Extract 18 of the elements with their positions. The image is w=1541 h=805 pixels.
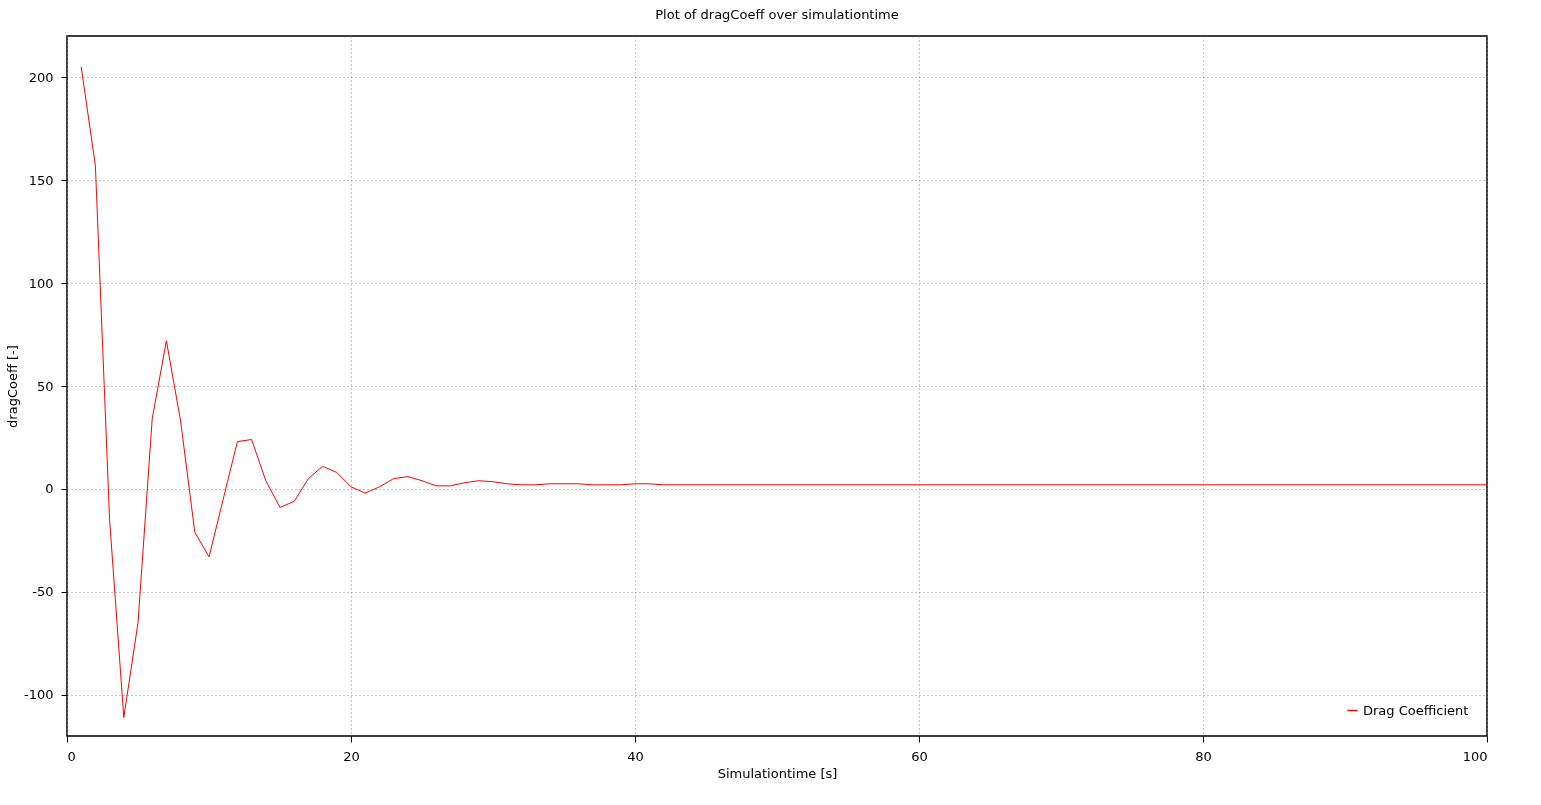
chart-title: Plot of dragCoeff over simulationtime — [655, 7, 899, 22]
y-tick-label: 150 — [28, 172, 54, 188]
legend-label: Drag Coefficient — [1363, 702, 1469, 718]
y-tick-label: 100 — [28, 275, 54, 291]
y-tick-label: -50 — [32, 584, 54, 600]
y-tick-label: 200 — [28, 69, 54, 85]
x-tick-label: 100 — [1462, 748, 1488, 764]
x-tick-label: 80 — [1195, 748, 1212, 764]
x-tick-label: 40 — [627, 748, 644, 764]
x-tick-label: 60 — [911, 748, 928, 764]
y-axis-title: dragCoeff [-] — [5, 345, 20, 428]
y-tick-label: 0 — [45, 481, 54, 497]
x-tick-label: 20 — [343, 748, 360, 764]
y-tick-label: -100 — [23, 687, 54, 703]
line-series — [80, 66, 1488, 718]
y-tick-label: 50 — [36, 378, 54, 394]
x-axis-title: Simulationtime [s] — [717, 765, 838, 781]
x-tick-label: 0 — [67, 748, 76, 764]
